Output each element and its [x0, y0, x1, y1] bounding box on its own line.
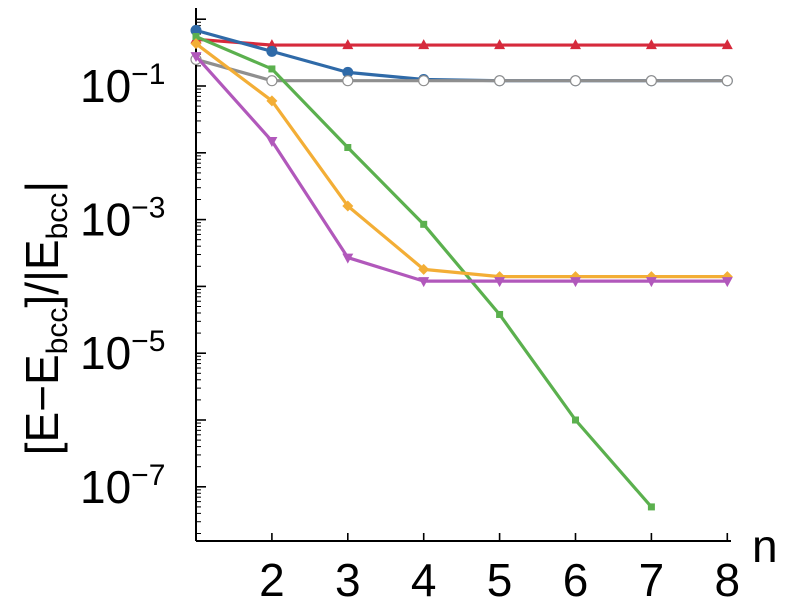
y-tick-exponent: −7 [131, 459, 165, 492]
y-tick-label: 10−1 [80, 58, 165, 112]
data-point [569, 75, 582, 87]
y-tick-base: 10 [80, 461, 131, 513]
data-point [342, 253, 354, 264]
data-point [721, 75, 733, 87]
data-point [420, 220, 428, 228]
data-point [344, 144, 352, 152]
data-point [570, 39, 581, 50]
data-point [266, 137, 278, 148]
data-point [721, 277, 733, 288]
y-tick-exponent: −5 [131, 325, 165, 358]
y-axis-title: [E−Ebcc]/|Ebcc| [16, 181, 74, 456]
y-tick-label: 10−3 [80, 192, 165, 246]
data-point [266, 75, 278, 87]
y-minor-ticks [196, 18, 206, 534]
data-point [342, 200, 354, 212]
data-point [645, 75, 658, 87]
y-ticks: 10−110−310−510−7 [80, 58, 165, 513]
data-point [570, 277, 581, 288]
y-tick-label: 10−5 [80, 325, 165, 379]
series-line [195, 42, 728, 279]
data-point [266, 95, 278, 107]
y-tick-exponent: −3 [131, 192, 165, 225]
series-layer [190, 24, 733, 511]
data-point [494, 75, 506, 87]
x-tick-label: 7 [639, 554, 665, 606]
y-axis-title-part1: [E−E [16, 354, 68, 455]
data-point [190, 38, 202, 50]
data-point [496, 310, 504, 318]
data-point [266, 45, 278, 57]
y-tick-base: 10 [80, 327, 131, 379]
x-axis-title: n [752, 520, 778, 572]
data-point [342, 66, 354, 78]
series-5 [190, 38, 733, 283]
data-point [190, 52, 202, 63]
y-tick-exponent: −1 [131, 58, 165, 91]
data-point [494, 39, 506, 50]
data-point [266, 39, 278, 50]
y-tick-label: 10−7 [80, 459, 165, 513]
x-tick-label: 4 [411, 554, 437, 606]
data-point [342, 75, 354, 87]
data-point [418, 75, 430, 87]
y-tick-base: 10 [80, 60, 131, 112]
data-point [268, 65, 276, 73]
y-axis-title-sub2: bcc [41, 193, 74, 240]
series-line [195, 37, 728, 47]
data-point [572, 416, 579, 424]
data-point [418, 277, 430, 288]
data-point [418, 263, 430, 275]
x-tick-label: 8 [715, 554, 741, 606]
data-point [342, 39, 354, 50]
series-1 [190, 33, 733, 50]
x-tick-label: 5 [487, 554, 513, 606]
data-point [192, 33, 200, 41]
series-4 [192, 33, 655, 511]
series-line [194, 55, 728, 283]
x-tick-label: 3 [335, 554, 361, 606]
y-tick-base: 10 [80, 194, 131, 246]
y-axis-title-part3: | [16, 181, 68, 193]
data-point [494, 277, 506, 288]
x-tick-label: 6 [563, 554, 589, 606]
x-tick-label: 2 [259, 554, 285, 606]
data-point [647, 503, 655, 511]
data-point [418, 39, 430, 50]
y-axis-title-part2: ]/|E [16, 239, 68, 307]
y-axis-title-sub1: bcc [41, 308, 74, 355]
data-point [645, 39, 657, 50]
series-6 [190, 52, 733, 288]
data-point [721, 39, 733, 50]
data-point [645, 277, 657, 288]
